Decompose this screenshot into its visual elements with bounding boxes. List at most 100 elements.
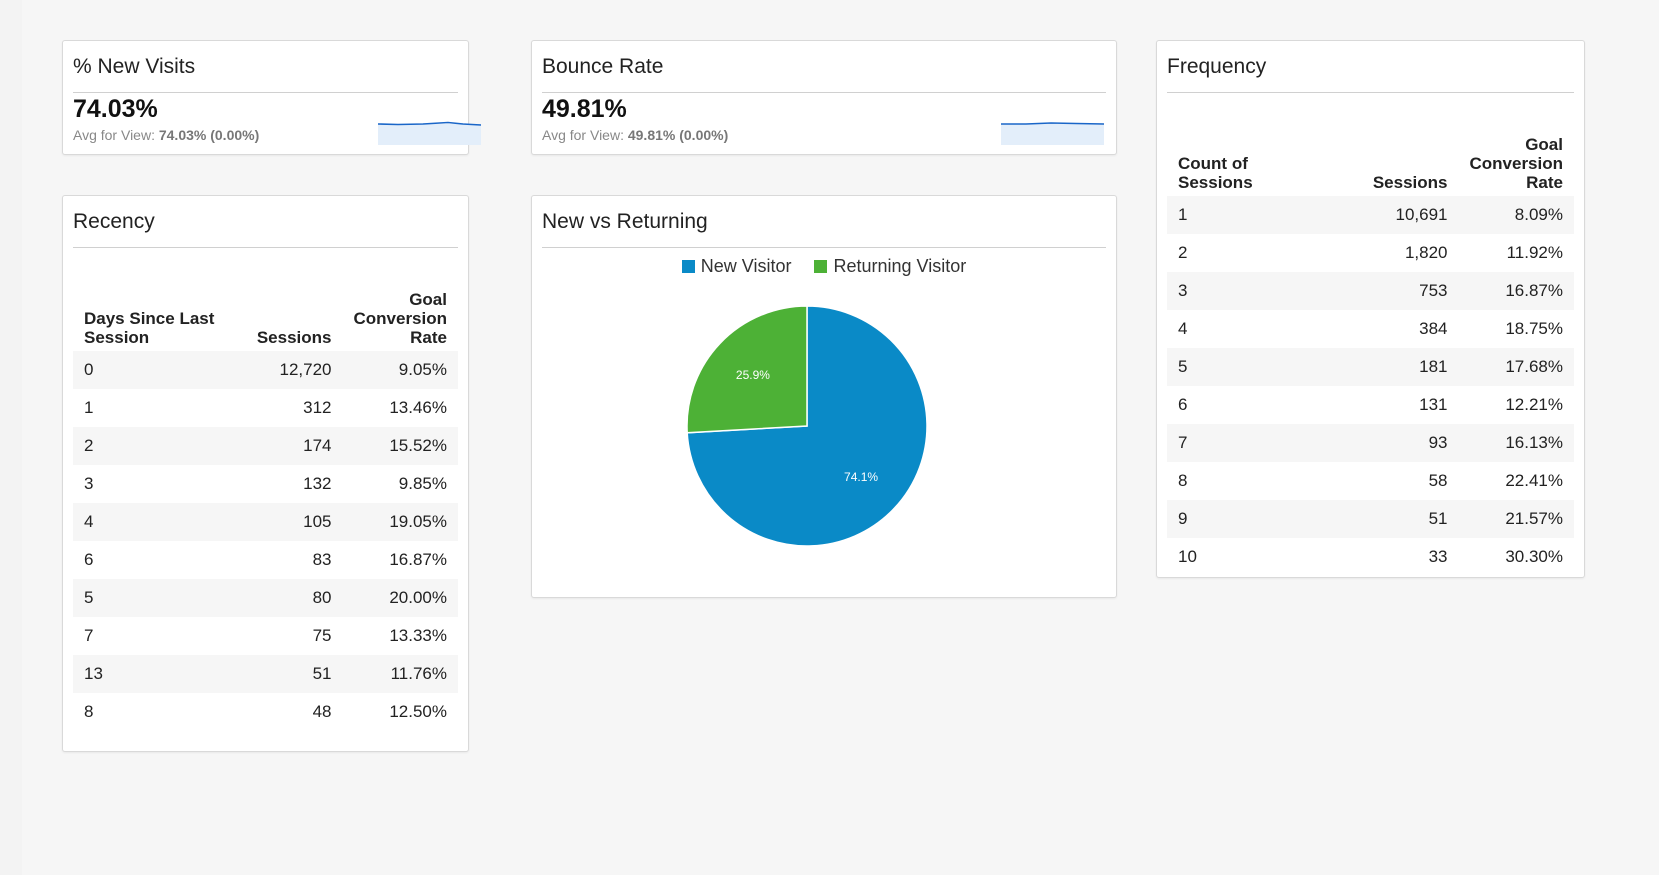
cell-key: 4 (1178, 319, 1188, 338)
cell-goal-conversion-rate: 15.52% (342, 427, 458, 465)
cell-key: 5 (73, 579, 230, 617)
cell-key: 2 (1178, 243, 1188, 262)
cell-goal-conversion-rate: 8.09% (1458, 196, 1574, 234)
new-vs-returning-pie: 74.1% 25.9% (686, 305, 928, 547)
table-row[interactable]: 5 80 20.00% (73, 579, 458, 617)
avg-label: Avg for View: (542, 127, 628, 143)
table-row[interactable]: 6 83 16.87% (73, 541, 458, 579)
table-row[interactable]: 4 384 18.75% (1167, 310, 1574, 348)
col-sessions[interactable]: Sessions (1372, 173, 1448, 192)
legend-new-visitor[interactable]: New Visitor (681, 256, 792, 277)
cell-sessions: 131 (1419, 395, 1448, 414)
cell-sessions: 93 (1307, 424, 1459, 462)
col-goal-conversion-rate[interactable]: Goal Conversion Rate (1469, 135, 1564, 192)
cell-key: 2 (73, 427, 230, 465)
bounce-rate-sparkline (1001, 122, 1104, 145)
table-row[interactable]: 13 51 11.76% (73, 655, 458, 693)
table-row[interactable]: 3 132 9.85% (73, 465, 458, 503)
cell-goal-conversion-rate: 12.21% (1505, 395, 1563, 414)
cell-key: 5 (1167, 348, 1308, 386)
cell-key: 1 (1167, 196, 1308, 234)
legend-swatch-new (681, 260, 695, 273)
cell-sessions: 132 (303, 474, 332, 493)
cell-key: 7 (84, 626, 94, 645)
sparkline-fill (378, 124, 481, 145)
cell-key: 1 (84, 398, 94, 417)
col-count-of-sessions[interactable]: Count of Sessions (1178, 154, 1253, 192)
table-row[interactable]: 7 75 13.33% (73, 617, 458, 655)
cell-key: 0 (73, 351, 230, 389)
table-row[interactable]: 8 48 12.50% (73, 693, 458, 731)
table-row[interactable]: 1 10,691 8.09% (1167, 196, 1574, 234)
cell-goal-conversion-rate: 16.13% (1458, 424, 1574, 462)
frequency-card: Frequency Count of Sessions Sessions Goa… (1156, 40, 1585, 578)
legend-label-new: New Visitor (700, 256, 792, 276)
cell-key: 6 (1178, 395, 1188, 414)
table-row[interactable]: 6 131 12.21% (1167, 386, 1574, 424)
table-row[interactable]: 0 12,720 9.05% (73, 351, 458, 389)
legend-returning-visitor[interactable]: Returning Visitor (814, 256, 966, 277)
cell-key: 13 (73, 655, 230, 693)
cell-key: 7 (1167, 424, 1308, 462)
cell-sessions: 83 (312, 550, 332, 569)
cell-sessions: 58 (1428, 471, 1448, 490)
cell-key: 8 (84, 702, 94, 721)
pie-slice-returning-visitor[interactable] (686, 305, 808, 434)
legend-label-returning: Returning Visitor (833, 256, 967, 276)
table-row[interactable]: 1 312 13.46% (73, 389, 458, 427)
new-visits-value: 74.03% (73, 95, 158, 123)
bounce-rate-value: 49.81% (542, 95, 627, 123)
cell-goal-conversion-rate: 18.75% (1505, 319, 1563, 338)
table-row[interactable]: 3 753 16.87% (1167, 272, 1574, 310)
cell-sessions: 48 (312, 702, 332, 721)
sparkline-line (1001, 122, 1104, 125)
table-row[interactable]: 4 105 19.05% (73, 503, 458, 541)
col-goal-conversion-rate[interactable]: Goal Conversion Rate (353, 290, 448, 347)
cell-sessions: 51 (1307, 500, 1459, 538)
dashboard-canvas: % New Visits 74.03% Avg for View: 74.03%… (22, 0, 1659, 875)
col-sessions[interactable]: Sessions (256, 328, 332, 347)
cell-sessions: 80 (229, 579, 343, 617)
cell-sessions: 33 (1428, 547, 1448, 566)
table-row[interactable]: 2 1,820 11.92% (1167, 234, 1574, 272)
avg-label: Avg for View: (73, 127, 159, 143)
cell-goal-conversion-rate: 11.92% (1506, 243, 1563, 262)
new-vs-returning-card: New vs Returning New Visitor Returning V… (531, 195, 1117, 598)
cell-goal-conversion-rate: 12.50% (389, 702, 447, 721)
cell-sessions: 1,820 (1404, 243, 1448, 262)
cell-sessions: 312 (303, 398, 332, 417)
new-vs-returning-title: New vs Returning (542, 210, 1106, 248)
new-visits-title: % New Visits (73, 55, 458, 93)
recency-table: Days Since Last Session Sessions Goal Co… (73, 261, 458, 731)
cell-key: 4 (73, 503, 230, 541)
cell-goal-conversion-rate: 16.87% (389, 550, 447, 569)
new-visits-card: % New Visits 74.03% Avg for View: 74.03%… (62, 40, 481, 155)
cell-sessions: 384 (1419, 319, 1448, 338)
cell-goal-conversion-rate: 22.41% (1505, 471, 1563, 490)
table-row[interactable]: 5 181 17.68% (1167, 348, 1574, 386)
cell-key: 9 (1167, 500, 1308, 538)
avg-value: 74.03% (0.00%) (158, 127, 260, 143)
bounce-rate-card: Bounce Rate 49.81% Avg for View: 49.81% … (531, 40, 1117, 155)
table-row[interactable]: 7 93 16.13% (1167, 424, 1574, 462)
cell-goal-conversion-rate: 13.33% (389, 626, 447, 645)
table-row[interactable]: 10 33 30.30% (1167, 538, 1574, 576)
cell-sessions: 10,691 (1307, 196, 1459, 234)
sparkline-fill (1001, 124, 1104, 145)
new-visits-sparkline (378, 121, 481, 145)
recency-card: Recency Days Since Last Session Sessions… (62, 195, 469, 752)
avg-value: 49.81% (0.00%) (627, 127, 729, 143)
cell-goal-conversion-rate: 13.46% (389, 398, 447, 417)
cell-goal-conversion-rate: 9.05% (342, 351, 458, 389)
cell-sessions: 75 (312, 626, 332, 645)
sparkline-line (378, 121, 481, 126)
new-visits-avg: Avg for View: 74.03% (0.00%) (73, 127, 259, 143)
pie-data-label: 74.1% (844, 470, 878, 484)
cell-key: 8 (1178, 471, 1188, 490)
col-days-since-last-session[interactable]: Days Since Last Session (84, 309, 215, 347)
cell-goal-conversion-rate: 11.76% (342, 655, 458, 693)
table-row[interactable]: 2 174 15.52% (73, 427, 458, 465)
table-row[interactable]: 9 51 21.57% (1167, 500, 1574, 538)
cell-sessions: 105 (229, 503, 343, 541)
table-row[interactable]: 8 58 22.41% (1167, 462, 1574, 500)
